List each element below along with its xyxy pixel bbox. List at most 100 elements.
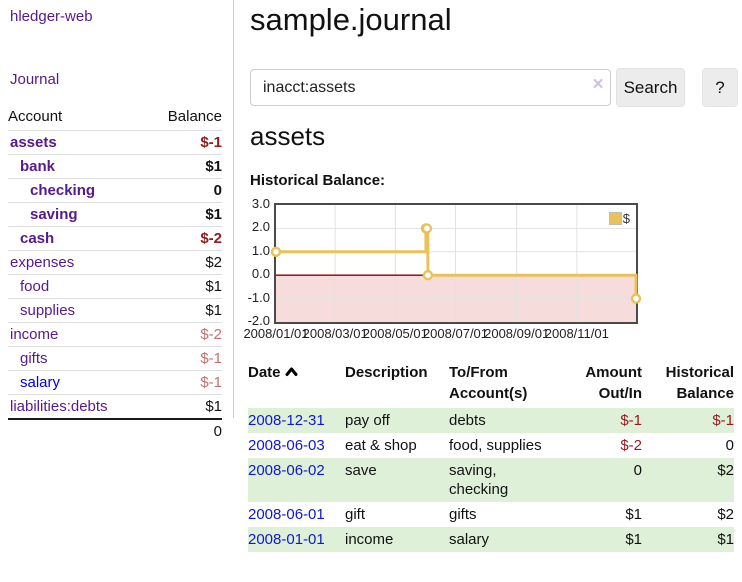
account-balance: $-1 — [146, 370, 222, 395]
accounts-header-balance: Balance — [167, 108, 222, 125]
account-row: income $-2 — [8, 322, 222, 347]
account-row: salary $-1 — [8, 370, 222, 395]
transaction-balance: $2 — [717, 462, 734, 479]
register-row[interactable]: 2008-01-01 income salary $1 $1 — [248, 527, 734, 552]
account-balance: $1 — [146, 394, 222, 419]
y-axis-tick-label: 1.0 — [251, 242, 270, 258]
transaction-description: gift — [345, 506, 366, 523]
x-axis-tick-label: 2008/11/01 — [544, 326, 609, 341]
account-link-supplies[interactable]: supplies — [20, 302, 76, 319]
accounts-total-value: 0 — [146, 418, 222, 443]
account-link-food[interactable]: food — [20, 278, 50, 295]
sidebar: hledger-web Journal Account Balance asse… — [0, 0, 233, 582]
transaction-accounts: food, supplies — [449, 437, 542, 454]
register-header-amount: Amount Out/In — [585, 364, 642, 402]
y-axis-tick-label: 3.0 — [251, 196, 270, 211]
transaction-balance: $-1 — [712, 412, 734, 429]
account-link-gifts[interactable]: gifts — [20, 350, 48, 367]
account-balance: $-1 — [146, 346, 222, 371]
x-axis-tick-label: 2008/05/01 — [362, 326, 428, 341]
transaction-accounts: salary — [449, 531, 490, 548]
transaction-date-link[interactable]: 2008-01-01 — [248, 531, 325, 548]
account-balance: $1 — [146, 154, 222, 179]
register-row[interactable]: 2008-06-02 save saving, checking 0 $2 — [248, 458, 734, 502]
balance-chart[interactable]: $ — [270, 203, 642, 324]
transaction-amount: $-2 — [620, 437, 642, 454]
accounts-header-account: Account — [8, 108, 63, 125]
sidebar-divider — [233, 0, 234, 418]
account-balance: $1 — [146, 202, 222, 227]
x-axis-tick-label: 2008/03/01 — [302, 326, 368, 341]
transaction-accounts: gifts — [449, 506, 477, 523]
account-link-cash[interactable]: cash — [20, 230, 55, 247]
account-row: food $1 — [8, 274, 222, 299]
account-row: assets $-1 — [8, 130, 222, 155]
transaction-description: save — [345, 462, 377, 479]
transaction-description: income — [345, 531, 394, 548]
account-title: assets — [250, 121, 326, 151]
account-balance: $2 — [146, 250, 222, 275]
legend-label: $ — [622, 211, 630, 226]
y-axis-tick-label: 2.0 — [251, 219, 270, 235]
transaction-accounts: saving, checking — [449, 462, 509, 498]
chart-heading: Historical Balance: — [250, 172, 386, 189]
transaction-date-link[interactable]: 2008-06-03 — [248, 437, 325, 454]
x-axis-tick-label: 2008/09/01 — [484, 326, 550, 341]
account-balance: $1 — [146, 274, 222, 299]
account-balance: $-1 — [146, 130, 222, 155]
search-button[interactable]: Search — [616, 68, 685, 107]
register-header-balance: Historical Balance — [665, 364, 734, 402]
transaction-balance: 0 — [725, 437, 734, 454]
register-row[interactable]: 2008-06-01 gift gifts $1 $2 — [248, 502, 734, 527]
register-header-accounts: To/From Account(s) — [449, 364, 528, 402]
clear-search-icon[interactable]: × — [592, 74, 604, 95]
y-axis-tick-label: -2.0 — [247, 313, 270, 328]
transaction-date-link[interactable]: 2008-12-31 — [248, 412, 325, 429]
app-brand-link[interactable]: hledger-web — [10, 8, 93, 25]
register-row[interactable]: 2008-06-03 eat & shop food, supplies $-2 0 — [248, 433, 734, 458]
transaction-date-link[interactable]: 2008-06-01 — [248, 506, 325, 523]
transaction-date-link[interactable]: 2008-06-02 — [248, 462, 325, 479]
register-row[interactable]: 2008-12-31 pay off debts $-1 $-1 — [248, 408, 734, 433]
account-row: bank $1 — [8, 154, 222, 179]
search-input[interactable] — [250, 69, 611, 106]
y-axis-tick-label: -1.0 — [247, 289, 270, 305]
account-row: saving $1 — [8, 202, 222, 227]
account-link-salary[interactable]: salary — [20, 374, 61, 391]
chart-legend: $ — [608, 211, 630, 226]
x-axis-tick-label: 2008/07/01 — [422, 326, 489, 341]
legend-swatch-icon — [608, 212, 622, 225]
account-link-saving[interactable]: saving — [30, 206, 78, 223]
sort-ascending-icon — [285, 362, 298, 383]
help-button[interactable]: ? — [702, 68, 738, 107]
account-row: liabilities:debts $1 — [8, 394, 222, 419]
account-link-assets[interactable]: assets — [10, 134, 57, 151]
register-header-date[interactable]: Date — [248, 362, 345, 408]
account-link-checking[interactable]: checking — [30, 182, 96, 199]
sidebar-item-journal[interactable]: Journal — [10, 71, 60, 88]
page-title: sample.journal — [250, 2, 452, 37]
balance-chart-svg — [270, 205, 642, 322]
transaction-description: eat & shop — [345, 437, 417, 454]
account-balance: $1 — [146, 298, 222, 323]
account-row: supplies $1 — [8, 298, 222, 323]
y-axis-tick-label: 0.0 — [251, 266, 270, 282]
transaction-balance: $1 — [717, 531, 734, 548]
transaction-amount: $1 — [625, 531, 642, 548]
transaction-accounts: debts — [449, 412, 486, 429]
account-link-expenses[interactable]: expenses — [10, 254, 75, 271]
account-row: gifts $-1 — [8, 346, 222, 371]
register-header-description: Description — [345, 364, 428, 381]
register-table: Date Description To/From Account(s) Amou… — [248, 362, 734, 552]
account-row: cash $-2 — [8, 226, 222, 251]
account-row: expenses $2 — [8, 250, 222, 275]
account-balance: $-2 — [146, 322, 222, 347]
x-axis-tick-label: 2008/01/01 — [243, 326, 309, 341]
account-link-income[interactable]: income — [10, 326, 59, 343]
transaction-balance: $2 — [717, 506, 734, 523]
account-balance: 0 — [146, 178, 222, 203]
account-link-liabilities-debts[interactable]: liabilities:debts — [10, 398, 108, 415]
transaction-description: pay off — [345, 412, 390, 429]
account-row: checking 0 — [8, 178, 222, 203]
account-link-bank[interactable]: bank — [20, 158, 56, 175]
